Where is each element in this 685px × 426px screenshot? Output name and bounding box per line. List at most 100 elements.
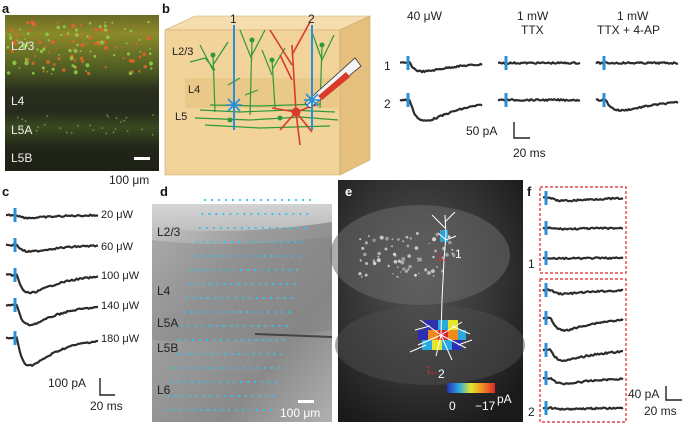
f-trace-g2-2-stim-tick bbox=[544, 311, 548, 325]
grid-point bbox=[210, 198, 214, 202]
f-trace-g2-1 bbox=[542, 288, 624, 296]
grid-point bbox=[214, 366, 217, 370]
cell-dot bbox=[392, 272, 394, 275]
cell-dot bbox=[38, 40, 42, 45]
cell-dot bbox=[361, 246, 365, 250]
grid-point bbox=[195, 282, 198, 286]
stim-star-2 bbox=[304, 92, 320, 108]
trace-row-label-1: 1 bbox=[384, 59, 391, 73]
cell-dot bbox=[51, 67, 55, 71]
grid-point bbox=[216, 394, 219, 398]
cell-dot bbox=[46, 70, 49, 73]
b-trace-site2-cond2-stim-tick bbox=[504, 93, 508, 107]
grid-point bbox=[226, 380, 229, 384]
grid-point bbox=[231, 240, 234, 244]
fluorescence-image bbox=[5, 15, 159, 171]
layer-label-l23: L2/3 bbox=[11, 39, 35, 53]
cell-dot bbox=[402, 240, 405, 243]
cell-dot bbox=[92, 129, 95, 131]
cell-dot bbox=[34, 37, 37, 39]
grid-point bbox=[294, 198, 298, 202]
grid-point bbox=[260, 268, 264, 272]
grid-point bbox=[258, 394, 261, 398]
cell-dot bbox=[432, 274, 435, 277]
grid-point bbox=[254, 338, 258, 342]
grid-point bbox=[245, 240, 248, 244]
cell-dot bbox=[88, 22, 92, 25]
cell-dot bbox=[6, 71, 11, 75]
grid-point bbox=[199, 296, 202, 300]
grid-point bbox=[293, 282, 296, 286]
b-trace-site1-cond3 bbox=[595, 61, 679, 65]
grid-point bbox=[255, 296, 258, 300]
d-scale-bar bbox=[298, 400, 314, 403]
cell-dot bbox=[416, 260, 419, 262]
cell-dot bbox=[73, 59, 77, 62]
grid-point bbox=[185, 408, 189, 412]
panel-e-letter: e bbox=[345, 184, 352, 199]
cell-dot bbox=[72, 47, 75, 50]
grid-point bbox=[275, 226, 278, 230]
condition-1-title: 40 μW bbox=[407, 9, 443, 23]
colorbar-min: 0 bbox=[449, 399, 456, 413]
cell-dot bbox=[126, 130, 129, 132]
cell-dot bbox=[72, 49, 75, 52]
panel-c-scale-bar bbox=[99, 378, 115, 396]
grid-point bbox=[264, 212, 267, 216]
grid-point bbox=[278, 212, 281, 216]
power-label-100: 100 μW bbox=[101, 270, 140, 282]
cell-dot bbox=[39, 49, 44, 54]
cell-dot bbox=[435, 232, 439, 237]
cell-dot bbox=[150, 67, 153, 70]
cell-dot bbox=[24, 131, 27, 133]
pipette-fill bbox=[318, 72, 350, 100]
grid-point bbox=[285, 324, 288, 328]
grid-point bbox=[254, 226, 257, 230]
cell-dot bbox=[415, 232, 419, 235]
cell-dot bbox=[14, 33, 18, 37]
grid-point bbox=[183, 310, 186, 314]
grid-point bbox=[281, 310, 284, 314]
cell-dot bbox=[451, 252, 454, 255]
cell-dot bbox=[131, 70, 134, 73]
grid-point bbox=[209, 394, 212, 398]
grid-point bbox=[180, 324, 183, 328]
cell-dot bbox=[409, 237, 412, 240]
grid-point bbox=[259, 352, 262, 356]
panel-b: b L2/3 L4 L5 bbox=[162, 1, 679, 176]
d-layer-l23: L2/3 bbox=[157, 225, 181, 239]
grid-point bbox=[223, 282, 226, 286]
e-site-1: 1 bbox=[455, 247, 462, 261]
cell-dot bbox=[148, 61, 154, 66]
power-label-140: 140 μW bbox=[101, 300, 140, 312]
grid-point bbox=[198, 380, 201, 384]
cell-dot bbox=[452, 255, 455, 258]
cell-dot bbox=[418, 272, 420, 275]
cell-dot bbox=[126, 52, 131, 56]
grid-point bbox=[267, 268, 271, 272]
grid-point bbox=[228, 366, 231, 370]
cell-dot bbox=[65, 131, 68, 134]
grid-point bbox=[280, 352, 283, 356]
brightfield-image bbox=[152, 204, 332, 422]
site-label-1: 1 bbox=[230, 12, 237, 26]
f-trace-g1-2 bbox=[542, 226, 624, 231]
cell-dot bbox=[139, 50, 142, 53]
grid-point bbox=[229, 324, 232, 328]
grid-point bbox=[203, 240, 206, 244]
cell-dot bbox=[16, 116, 19, 119]
cell-dot bbox=[66, 32, 70, 35]
grid-point bbox=[207, 366, 210, 370]
cell-dot bbox=[71, 23, 76, 29]
cell-dot bbox=[397, 259, 401, 263]
panel-c: c 20 μW 60 μW 100 μW 140 μW 180 μW 100 p… bbox=[2, 184, 140, 413]
cell-dot bbox=[73, 70, 78, 75]
cell-dot bbox=[28, 29, 32, 32]
c-trace-5 bbox=[5, 336, 99, 367]
grid-point bbox=[290, 296, 293, 300]
cell-dot bbox=[372, 259, 375, 262]
grid-point bbox=[210, 352, 213, 356]
grid-point bbox=[246, 268, 250, 272]
f-trace-g2-5 bbox=[542, 406, 624, 411]
